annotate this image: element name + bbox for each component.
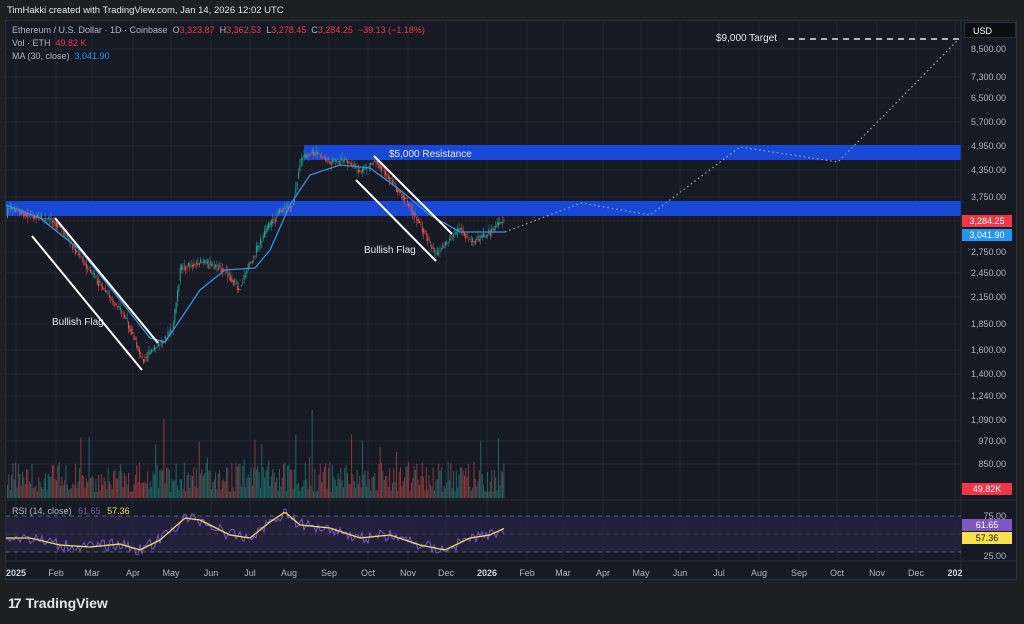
time-axis-label: Dec [907, 568, 925, 578]
time-axis-label: Jul [713, 568, 725, 578]
price-axis-label: 7,300.00 [970, 72, 1006, 82]
volume-line: Vol · ETH 49.82 K [12, 38, 87, 48]
price-axis-label: 25.00 [983, 551, 1006, 561]
price-axis-label: 3,750.00 [970, 192, 1006, 202]
price-axis-label: 2,150.00 [970, 292, 1006, 302]
bullish-flag-label-2: Bullish Flag [364, 245, 416, 256]
time-axis-label: Dec [437, 568, 455, 578]
time-axis-label: Nov [868, 568, 886, 578]
time-axis-label: 2026 [476, 568, 498, 578]
price-axis-label: 75.00 [983, 511, 1006, 521]
close-price-tag: 3,284.25 [962, 215, 1012, 227]
high-value: 3,362.53 [226, 25, 262, 35]
time-axis-label: Oct [829, 568, 845, 578]
time-axis-label: Jul [244, 568, 256, 578]
currency-button[interactable]: USD [964, 22, 1016, 38]
time-axis-label: Oct [360, 568, 376, 578]
price-axis-label: 1,240.00 [970, 391, 1006, 401]
time-axis-label: Sep [790, 568, 808, 578]
price-axis-label: 5,700.00 [970, 117, 1006, 127]
bullish-flag-label-1: Bullish Flag [52, 317, 104, 328]
price-axis-label: 4,950.00 [970, 141, 1006, 151]
time-axis-label: 2025 [5, 568, 27, 578]
moving-average-line [5, 164, 505, 343]
flag1-lower-line [31, 235, 143, 371]
volume-value: 49.82 K [55, 38, 87, 48]
time-axis-label: Jun [672, 568, 688, 578]
low-value: 3,278.45 [271, 25, 307, 35]
support-zone [6, 201, 961, 216]
price-axis-label: 970.00 [978, 436, 1006, 446]
price-axis-label: 2,750.00 [970, 247, 1006, 257]
resistance-label: $5,000 Resistance [389, 149, 472, 160]
price-axis-label: 1,850.00 [970, 319, 1006, 329]
price-axis-label: 8,500.00 [970, 44, 1006, 54]
time-axis-label: May [162, 568, 180, 578]
resistance-zone [304, 145, 961, 160]
symbol-name: Ethereum / U.S. Dollar · 1D · Coinbase [12, 25, 168, 35]
time-axis-label: Jun [203, 568, 219, 578]
price-axis-label: 6,500.00 [970, 93, 1006, 103]
time-axis-label: Mar [84, 568, 100, 578]
open-value: 3,323.87 [179, 25, 215, 35]
projection-path [504, 39, 959, 233]
price-axis-label: 2,450.00 [970, 268, 1006, 278]
symbol-line: Ethereum / U.S. Dollar · 1D · Coinbase O… [12, 25, 425, 35]
price-axis-label: 1,400.00 [970, 369, 1006, 379]
volume-tag: 49.82K [962, 483, 1012, 495]
flag2-lower-line [355, 179, 437, 262]
time-axis-label: Nov [399, 568, 417, 578]
time-axis-label: Feb [48, 568, 64, 578]
target-label: $9,000 Target [716, 33, 777, 44]
price-axis-label: 1,600.00 [970, 345, 1006, 355]
ma-line-legend: MA (30, close) 3,041.90 [12, 51, 110, 61]
time-axis-label: 202 [947, 568, 963, 578]
time-axis-label: Feb [519, 568, 535, 578]
flag1-upper-line [54, 217, 159, 344]
change-value: −39.13 (−1.18%) [357, 25, 425, 35]
rsi-value: 61.65 [78, 506, 101, 516]
ma-price-tag: 3,041.90 [962, 229, 1012, 241]
close-value: 3,284.25 [317, 25, 353, 35]
time-axis-label: May [632, 568, 650, 578]
time-axis-label: Mar [555, 568, 571, 578]
tradingview-logo[interactable]: 17 TradingView [8, 595, 108, 611]
rsi-line [5, 508, 505, 556]
tradingview-logo-icon: 17 [8, 595, 22, 611]
ma-value: 3,041.90 [74, 51, 110, 61]
price-axis-label: 1,090.00 [970, 415, 1006, 425]
time-axis-label: Apr [125, 568, 141, 578]
flag2-upper-line [373, 155, 453, 235]
rsi-tag: 61.65 [962, 519, 1012, 531]
time-axis-label: Aug [750, 568, 768, 578]
chart-legend: Ethereum / U.S. Dollar · 1D · Coinbase O… [12, 24, 425, 63]
time-axis-label: Sep [320, 568, 338, 578]
time-axis-label: Aug [280, 568, 298, 578]
price-axis-label: 4,350.00 [970, 165, 1006, 175]
time-axis-label: Apr [595, 568, 611, 578]
rsi-legend: RSI (14, close) 61.65 57.36 [12, 506, 130, 516]
rsi-ma-value: 57.36 [107, 506, 130, 516]
rsi-ma-line [6, 512, 505, 551]
chart-credit: TimHakki created with TradingView.com, J… [7, 5, 284, 16]
price-axis-label: 850.00 [978, 459, 1006, 469]
rsi-ma-tag: 57.36 [962, 532, 1012, 544]
